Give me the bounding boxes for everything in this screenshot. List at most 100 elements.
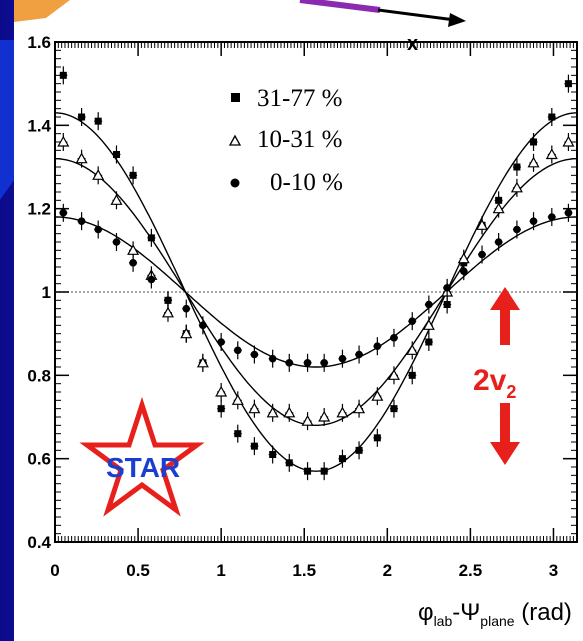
x-tick-label: 3: [549, 561, 558, 580]
data-point-circle: [408, 317, 417, 325]
two-v2-sub: 2: [506, 382, 516, 402]
data-point-square: [269, 451, 277, 458]
data-point-square: [250, 442, 258, 450]
purple-arrow-line: [299, 0, 381, 13]
data-point-square: [530, 138, 538, 146]
star-logo-star-shape: [79, 396, 205, 517]
data-point-triangle: [406, 344, 419, 355]
data-point-triangle: [283, 406, 296, 418]
x-tick-label: 0: [50, 561, 59, 580]
data-point-triangle: [318, 410, 331, 422]
y-tick-label: 0.4: [27, 533, 51, 552]
data-point-square: [338, 455, 346, 463]
data-point-triangle: [248, 402, 261, 414]
data-point-circle: [494, 238, 503, 246]
data-point-circle: [250, 350, 259, 359]
data-point-triangle: [231, 394, 244, 405]
data-point-triangle: [422, 319, 435, 330]
data-point-triangle: [545, 148, 558, 160]
x-axis: 0 0.5 1 1.5 2 2.5 3: [50, 42, 578, 580]
two-v2-main: 2v: [473, 364, 507, 397]
orange-arrow-shape: [14, 0, 70, 22]
data-point-square: [147, 234, 155, 242]
data-point-circle: [285, 359, 294, 367]
data-point-square: [443, 301, 451, 308]
data-point-square: [408, 371, 416, 379]
data-point-triangle: [57, 135, 70, 147]
data-point-square: [129, 171, 137, 179]
data-point-triangle: [301, 414, 314, 426]
y-tick-label: 0.8: [27, 366, 51, 385]
data-point-triangle: [180, 327, 193, 339]
data-point-circle: [59, 209, 68, 217]
data-points: [57, 66, 575, 481]
x-tick-label: 1: [216, 561, 225, 580]
x-direction-arrowhead: [448, 13, 466, 27]
data-point-triangle: [492, 202, 505, 214]
x-axis-label: φlab-Ψplane (rad): [418, 599, 572, 629]
x-axis-label-sub-plane: plane: [480, 613, 514, 629]
data-point-circle: [268, 354, 277, 363]
data-point-circle: [564, 209, 573, 217]
up-arrowhead: [490, 287, 520, 310]
data-point-circle: [390, 334, 398, 342]
y-tick-label: 0.6: [27, 450, 51, 469]
data-point-circle: [459, 267, 468, 275]
y-axis: 0.4 0.6 0.8 1 1.2 1.4 1.6: [27, 33, 577, 552]
data-point-triangle: [266, 406, 279, 418]
legend-marker-triangle: [228, 134, 242, 146]
data-point-circle: [94, 225, 103, 234]
data-point-square: [355, 446, 363, 454]
data-point-triangle: [371, 389, 384, 401]
data-point-square: [94, 117, 102, 125]
data-point-square: [390, 405, 398, 413]
data-point-square: [285, 459, 293, 467]
x-axis-label-sub-lab: lab: [434, 613, 453, 629]
y-tick-label: 1.6: [27, 33, 51, 52]
two-v2-annotation: 2v2: [473, 287, 520, 465]
data-point-square: [513, 163, 521, 171]
figure-panel: [14, 0, 583, 641]
legend-marker-square: [231, 93, 240, 102]
data-point-circle: [425, 300, 433, 309]
data-point-circle: [355, 350, 363, 359]
fit-curve: [55, 216, 577, 368]
fit-curves: [54, 112, 578, 472]
fit-curve: [54, 112, 578, 472]
data-point-square: [373, 434, 381, 442]
data-point-triangle: [476, 219, 489, 230]
data-point-square: [78, 113, 86, 121]
data-point-circle: [77, 217, 86, 225]
data-point-square: [564, 80, 572, 88]
data-point-circle: [320, 359, 328, 367]
data-point-square: [217, 405, 225, 413]
data-point-triangle: [215, 385, 228, 397]
data-point-triangle: [110, 194, 123, 205]
legend-label-10-31: 10-31 %: [257, 126, 342, 153]
blue-left-shape: [0, 40, 14, 200]
data-point-triangle: [353, 402, 366, 414]
data-point-square: [548, 113, 556, 121]
x-tick-label: 1.5: [292, 561, 316, 580]
x-axis-label-psi: -Ψ: [452, 599, 480, 626]
x-axis-label-phi: φ: [418, 599, 434, 626]
data-point-square: [425, 338, 433, 346]
data-point-circle: [338, 354, 347, 363]
star-logo: STAR: [79, 396, 205, 517]
data-point-triangle: [510, 181, 523, 193]
data-point-circle: [373, 342, 382, 350]
data-point-circle: [129, 259, 137, 267]
data-point-triangle: [562, 135, 575, 147]
data-point-circle: [199, 321, 207, 330]
data-point-triangle: [527, 156, 540, 168]
down-arrowhead: [490, 442, 520, 465]
fit-curve: [55, 158, 577, 426]
y-tick-label: 1.2: [27, 200, 51, 219]
data-point-circle: [164, 296, 172, 305]
data-point-square: [234, 430, 242, 438]
legend-label-0-10: 0-10 %: [270, 169, 343, 196]
legend-label-31-77: 31-77 %: [257, 85, 342, 112]
data-point-triangle: [196, 356, 209, 368]
